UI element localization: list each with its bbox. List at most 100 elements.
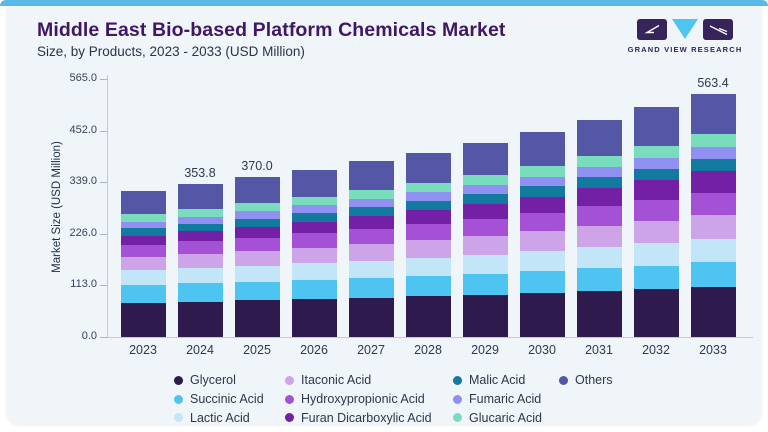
legend-label: Lactic Acid — [190, 410, 250, 425]
bar-segment-2028-hydroxypropionic-acid — [405, 224, 451, 241]
bar-segment-2023-hydroxypropionic-acid — [120, 244, 166, 257]
bar-segment-2024-furan-dicarboxylic-acid — [177, 231, 223, 242]
legend-dot-icon — [453, 413, 462, 423]
bar-2027 — [348, 161, 394, 337]
bar-2028 — [405, 152, 451, 337]
y-tick-label: 0.0 — [81, 330, 97, 342]
x-axis-label-2030: 2030 — [528, 343, 556, 357]
bar-segment-2023-fumaric-acid — [120, 221, 166, 229]
bar-2032 — [633, 107, 679, 337]
x-axis-label-2027: 2027 — [357, 343, 385, 357]
x-axis-label-2032: 2032 — [642, 343, 670, 357]
bar-segment-2033-glycerol — [690, 286, 736, 337]
bar-2024 — [177, 184, 223, 337]
x-axis-label-2024: 2024 — [186, 343, 214, 357]
bar-segment-2027-fumaric-acid — [348, 199, 394, 208]
bar-segment-2033-glucaric-acid — [690, 134, 736, 148]
y-tick-mark — [100, 130, 107, 132]
x-axis-label-2028: 2028 — [414, 343, 442, 357]
bar-segment-2033-lactic-acid — [690, 239, 736, 263]
bar-segment-2030-fumaric-acid — [519, 176, 565, 187]
bar-segment-2025-succinic-acid — [234, 281, 280, 301]
bar-segment-2027-hydroxypropionic-acid — [348, 229, 394, 245]
bar-segment-2023-glycerol — [120, 302, 166, 337]
bar-segment-2028-furan-dicarboxylic-acid — [405, 210, 451, 225]
bar-segment-2023-furan-dicarboxylic-acid — [120, 235, 166, 245]
bar-segment-2033-itaconic-acid — [690, 214, 736, 240]
bar-2030 — [519, 132, 565, 337]
bar-segment-2028-glucaric-acid — [405, 182, 451, 193]
bar-2031 — [576, 119, 622, 337]
legend-item-others: Others — [559, 373, 649, 387]
legend-label: Fumaric Acid — [469, 392, 542, 407]
bar-segment-2029-glycerol — [462, 294, 508, 337]
bar-segment-2029-glucaric-acid — [462, 175, 508, 186]
bar-segment-2026-others — [291, 169, 337, 197]
bar-segment-2030-hydroxypropionic-acid — [519, 213, 565, 232]
x-axis-line — [101, 337, 753, 338]
bar-segment-2031-itaconic-acid — [576, 225, 622, 248]
y-tick-mark — [100, 337, 107, 338]
bar-segment-2026-glycerol — [291, 299, 337, 337]
bar-segment-2024-glycerol — [177, 301, 223, 337]
legend-label: Succinic Acid — [190, 392, 264, 407]
bar-segment-2033-malic-acid — [690, 158, 736, 171]
bar-segment-2027-glucaric-acid — [348, 190, 394, 200]
legend-dot-icon — [453, 394, 462, 404]
bar-segment-2032-itaconic-acid — [633, 220, 679, 244]
y-tick-label: 339.0 — [69, 175, 97, 188]
legend-dot-icon — [559, 375, 568, 385]
bar-segment-2024-itaconic-acid — [177, 253, 223, 268]
bar-value-label-2024: 353.8 — [184, 166, 216, 181]
legend-item-malic-acid: Malic Acid — [453, 373, 559, 387]
bar-segment-2026-furan-dicarboxylic-acid — [291, 221, 337, 234]
bar-segment-2030-others — [519, 132, 565, 167]
bar-segment-2025-lactic-acid — [234, 265, 280, 282]
legend-dot-icon — [285, 375, 294, 385]
bar-segment-2032-glycerol — [633, 289, 679, 337]
x-axis-label-2023: 2023 — [129, 343, 157, 357]
bar-segment-2026-fumaric-acid — [291, 205, 337, 214]
bar-segment-2032-furan-dicarboxylic-acid — [633, 179, 679, 200]
bar-segment-2032-malic-acid — [633, 168, 679, 180]
legend-item-furan-dicarboxylic-acid: Furan Dicarboxylic Acid — [285, 411, 453, 425]
bar-segment-2032-glucaric-acid — [633, 145, 679, 158]
bar-segment-2028-malic-acid — [405, 200, 451, 211]
chart-legend: Glycerol Succinic Acid Lactic Acid Itaconic… — [174, 371, 649, 427]
bar-segment-2031-glucaric-acid — [576, 155, 622, 168]
x-axis-label-2031: 2031 — [585, 343, 613, 357]
bar-segment-2031-lactic-acid — [576, 247, 622, 269]
legend-item-succinic-acid: Succinic Acid — [174, 392, 285, 406]
legend-dot-icon — [174, 375, 183, 385]
bar-segment-2031-glycerol — [576, 290, 622, 337]
bar-segment-2030-itaconic-acid — [519, 231, 565, 252]
bar-segment-2023-succinic-acid — [120, 284, 166, 303]
y-tick-mark — [100, 285, 107, 287]
bar-segment-2025-furan-dicarboxylic-acid — [234, 226, 280, 238]
bar-segment-2023-lactic-acid — [120, 269, 166, 285]
legend-item-hydroxypropionic-acid: Hydroxypropionic Acid — [285, 392, 453, 406]
bar-segment-2023-itaconic-acid — [120, 256, 166, 270]
bar-segment-2032-others — [633, 107, 679, 146]
bar-segment-2027-succinic-acid — [348, 278, 394, 298]
bar-segment-2027-malic-acid — [348, 207, 394, 217]
y-tick-mark — [100, 182, 107, 184]
legend-label: Others — [575, 373, 613, 388]
legend-dot-icon — [174, 413, 183, 423]
bar-segment-2025-itaconic-acid — [234, 250, 280, 266]
bar-segment-2029-succinic-acid — [462, 273, 508, 295]
top-accent-strip — [0, 0, 768, 6]
bar-segment-2028-lactic-acid — [405, 257, 451, 277]
legend-label: Glucaric Acid — [469, 410, 542, 425]
bar-segment-2029-fumaric-acid — [462, 185, 508, 195]
x-axis-label-2033: 2033 — [699, 343, 727, 357]
bar-2033 — [690, 93, 736, 337]
y-tick-label: 452.0 — [69, 123, 97, 136]
bar-segment-2030-furan-dicarboxylic-acid — [519, 196, 565, 214]
bar-segment-2033-succinic-acid — [690, 262, 736, 287]
bar-segment-2026-lactic-acid — [291, 263, 337, 280]
bar-segment-2026-hydroxypropionic-acid — [291, 233, 337, 248]
bar-segment-2024-fumaric-acid — [177, 216, 223, 224]
bar-segment-2031-hydroxypropionic-acid — [576, 206, 622, 226]
